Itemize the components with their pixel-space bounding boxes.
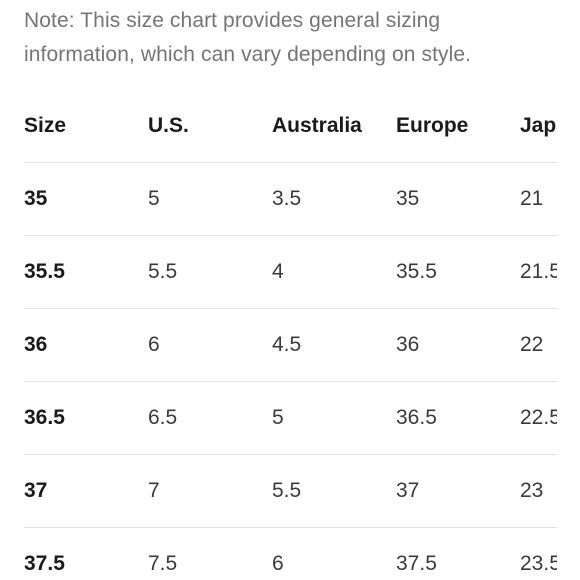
japan-cell: 22 [520,308,557,382]
us-cell: 5.5 [148,235,272,309]
us-cell: 7 [148,454,272,528]
australia-cell: 3.5 [272,162,396,236]
header-size: Size [24,90,148,163]
table-row: 35.5 5.5 4 35.5 21.5 [24,235,557,309]
header-japan: Japan [520,90,557,163]
japan-cell: 22.5 [520,381,557,455]
size-chart-body: 35 5 3.5 35 21 35.5 5.5 4 35.5 21.5 36 6… [24,162,557,580]
table-row: 35 5 3.5 35 21 [24,162,557,236]
us-cell: 5 [148,162,272,236]
japan-cell: 21.5 [520,235,557,309]
size-cell: 36.5 [24,381,148,455]
australia-cell: 5.5 [272,454,396,528]
size-cell: 37.5 [24,527,148,580]
japan-cell: 23 [520,454,557,528]
europe-cell: 36 [396,308,520,382]
size-chart-table-scroll[interactable]: Size U.S. Australia Europe Japan 35 5 3.… [24,90,557,580]
table-row: 36 6 4.5 36 22 [24,308,557,382]
size-chart-table: Size U.S. Australia Europe Japan 35 5 3.… [24,90,557,580]
australia-cell: 5 [272,381,396,455]
table-row: 36.5 6.5 5 36.5 22.5 [24,381,557,455]
header-us: U.S. [148,90,272,163]
size-cell: 36 [24,308,148,382]
us-cell: 7.5 [148,527,272,580]
header-row: Size U.S. Australia Europe Japan [24,90,557,163]
us-cell: 6.5 [148,381,272,455]
europe-cell: 36.5 [396,381,520,455]
europe-cell: 35 [396,162,520,236]
europe-cell: 35.5 [396,235,520,309]
japan-cell: 23.5 [520,527,557,580]
size-cell: 35.5 [24,235,148,309]
table-row: 37.5 7.5 6 37.5 23.5 [24,527,557,580]
europe-cell: 37 [396,454,520,528]
size-chart-header: Size U.S. Australia Europe Japan [24,90,557,163]
size-chart-note: Note: This size chart provides general s… [24,9,472,66]
europe-cell: 37.5 [396,527,520,580]
australia-cell: 4.5 [272,308,396,382]
australia-cell: 4 [272,235,396,309]
table-row: 37 7 5.5 37 23 [24,454,557,528]
size-cell: 35 [24,162,148,236]
australia-cell: 6 [272,527,396,580]
size-cell: 37 [24,454,148,528]
header-australia: Australia [272,90,396,163]
japan-cell: 21 [520,162,557,236]
header-europe: Europe [396,90,520,163]
us-cell: 6 [148,308,272,382]
